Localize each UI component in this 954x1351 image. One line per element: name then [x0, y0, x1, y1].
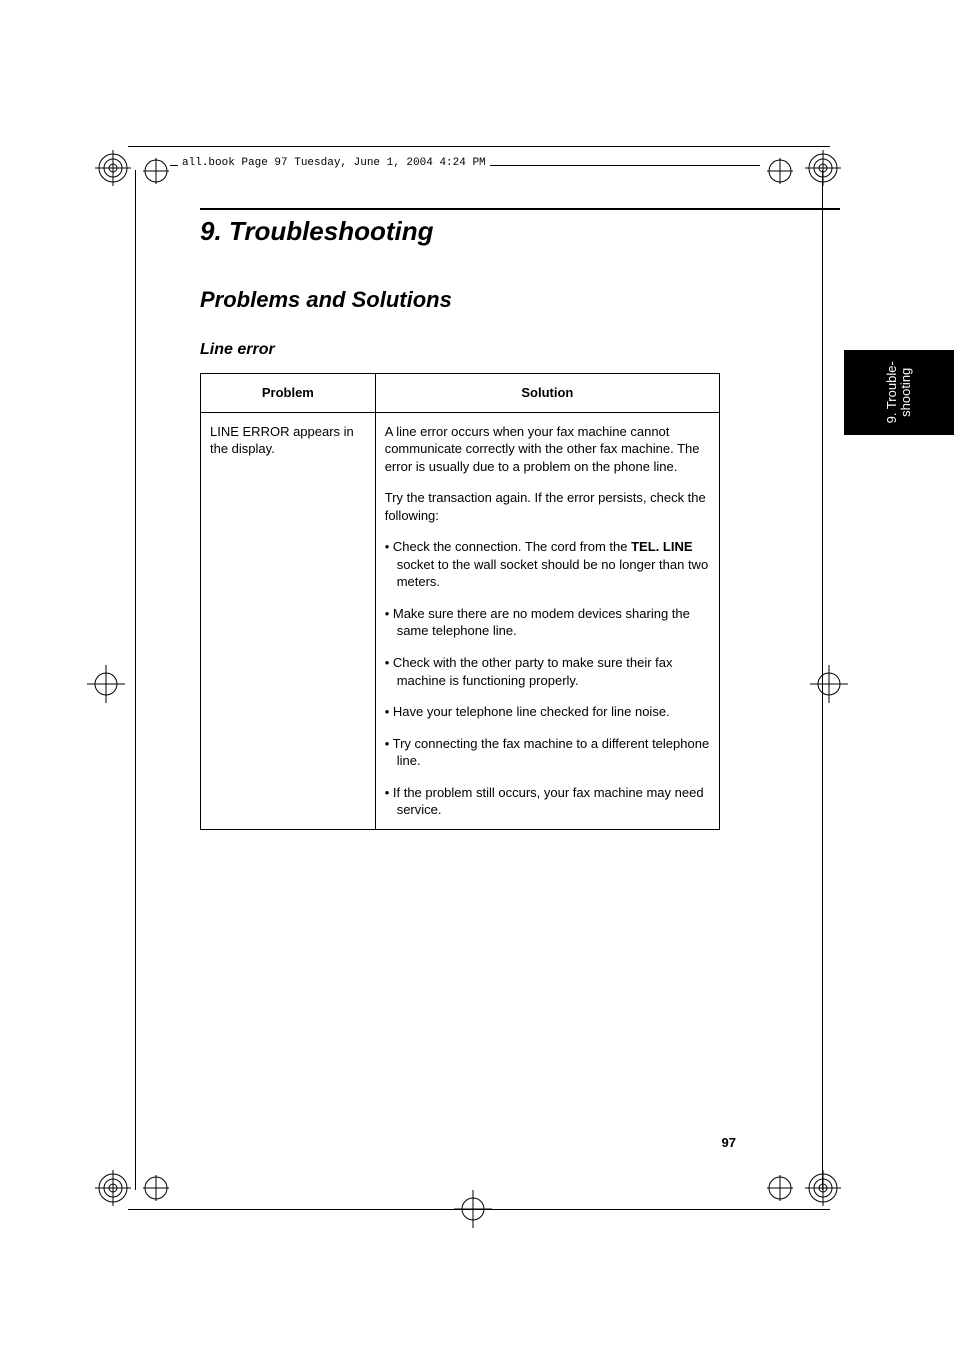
col-header-solution: Solution [375, 374, 719, 413]
col-header-problem: Problem [201, 374, 376, 413]
side-tab: 9. Trouble- shooting [844, 350, 954, 435]
side-tab-line1: 9. Trouble- [884, 361, 899, 423]
bullet-bold: TEL. LINE [631, 539, 692, 554]
crop-guide-vertical [135, 170, 136, 1190]
troubleshooting-table: Problem Solution LINE ERROR appears in t… [200, 373, 720, 830]
solution-cell: A line error occurs when your fax machin… [375, 412, 719, 829]
solution-bullet: Have your telephone line checked for lin… [385, 703, 710, 721]
table-header-row: Problem Solution [201, 374, 720, 413]
solution-intro-2: Try the transaction again. If the error … [385, 489, 710, 524]
page-number: 97 [722, 1135, 736, 1150]
page-body: 9. Troubleshooting Problems and Solution… [200, 150, 840, 830]
header-rule [200, 208, 840, 210]
problem-cell: LINE ERROR appears in the display. [201, 412, 376, 829]
section-title: Problems and Solutions [200, 287, 840, 313]
solution-bullet: If the problem still occurs, your fax ma… [385, 784, 710, 819]
crop-cross-icon [87, 665, 125, 703]
bullet-text: socket to the wall socket should be no l… [397, 557, 708, 590]
registration-target-icon [95, 150, 131, 186]
solution-bullet: Check with the other party to make sure … [385, 654, 710, 689]
side-tab-line2: shooting [898, 368, 913, 417]
table-row: LINE ERROR appears in the display. A lin… [201, 412, 720, 829]
solution-bullet: Make sure there are no modem devices sha… [385, 605, 710, 640]
registration-target-icon [95, 1170, 131, 1206]
solution-bullet: Try connecting the fax machine to a diff… [385, 735, 710, 770]
solution-intro-1: A line error occurs when your fax machin… [385, 423, 710, 476]
chapter-title: 9. Troubleshooting [200, 216, 840, 247]
crop-guide-bottom [128, 1193, 830, 1225]
solution-bullet: Check the connection. The cord from the … [385, 538, 710, 591]
solution-bullet-list: Check the connection. The cord from the … [385, 538, 710, 819]
subsection-title: Line error [200, 341, 840, 359]
bullet-text: Check the connection. The cord from the [393, 539, 631, 554]
